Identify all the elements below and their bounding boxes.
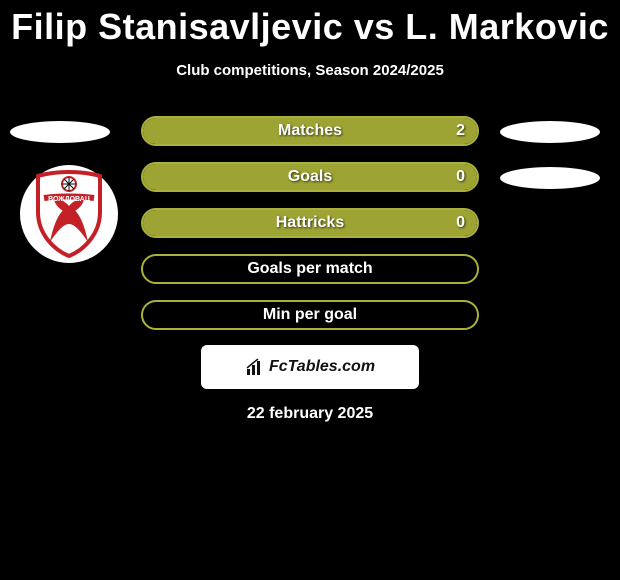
stat-value: 2 (456, 118, 465, 144)
stat-bar: Goals0 (141, 162, 479, 192)
stat-bar: Goals per match (141, 254, 479, 284)
stat-label: Min per goal (143, 302, 477, 328)
stat-bar: Min per goal (141, 300, 479, 330)
stat-label: Matches (143, 118, 477, 144)
stat-row: Matches2 (0, 115, 620, 147)
stat-row: Goals per match (0, 253, 620, 285)
subtitle: Club competitions, Season 2024/2025 (0, 62, 620, 79)
stat-row: Goals0 (0, 161, 620, 193)
date-text: 22 february 2025 (0, 405, 620, 423)
stats-area: ВОЖДОВАЦ Matches2Goals0Hattricks0Goals p… (0, 115, 620, 331)
stat-label: Goals (143, 164, 477, 190)
attribution-text: FcTables.com (269, 358, 375, 376)
stat-value: 0 (456, 164, 465, 190)
page-title: Filip Stanisavljevic vs L. Markovic (0, 0, 620, 48)
stat-value: 0 (456, 210, 465, 236)
stat-bar: Hattricks0 (141, 208, 479, 238)
stat-row: Hattricks0 (0, 207, 620, 239)
stat-bar: Matches2 (141, 116, 479, 146)
stat-row: Min per goal (0, 299, 620, 331)
stat-label: Hattricks (143, 210, 477, 236)
svg-text:ВОЖДОВАЦ: ВОЖДОВАЦ (48, 196, 91, 203)
attribution-badge[interactable]: FcTables.com (201, 345, 419, 389)
chart-icon (245, 357, 265, 377)
stat-label: Goals per match (143, 256, 477, 282)
